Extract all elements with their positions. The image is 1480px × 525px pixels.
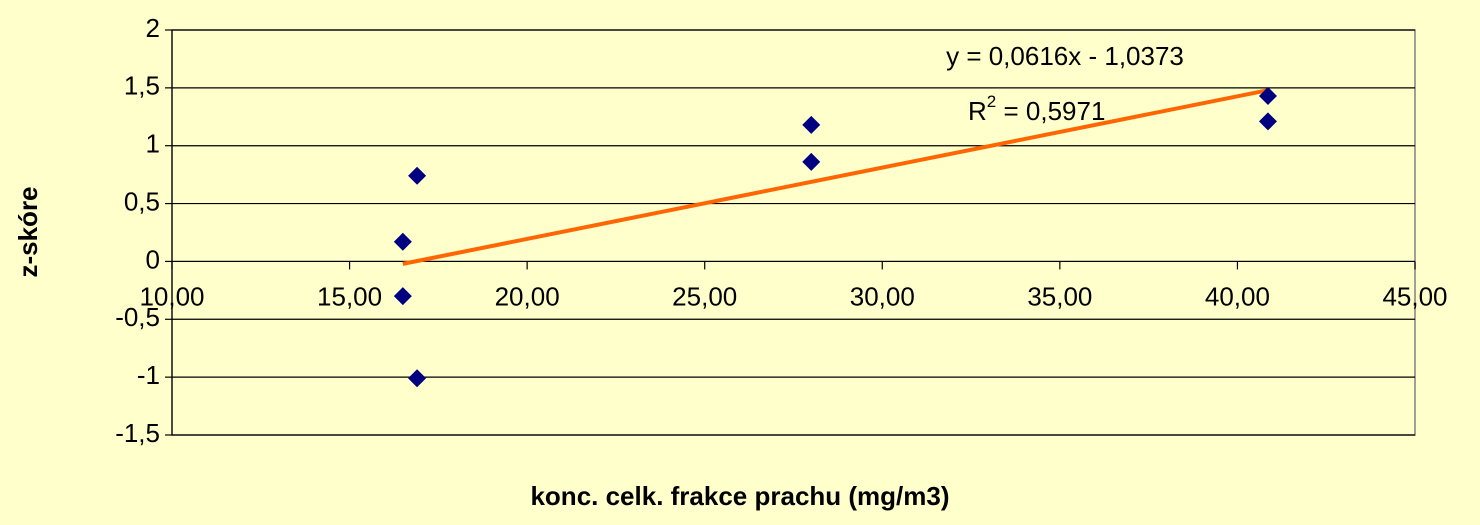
x-axis-title: konc. celk. frakce prachu (mg/m3) [530, 481, 949, 511]
y-tick-label: 0,5 [124, 186, 160, 216]
marker [393, 232, 412, 251]
marker [1258, 86, 1277, 105]
y-tick-label: 0 [146, 244, 160, 274]
r-squared-sup: 2 [987, 92, 996, 111]
plot-area [171, 29, 1416, 436]
x-tick-label: 30,00 [850, 281, 915, 311]
y-tick-label: -1 [137, 360, 160, 390]
r-squared: R2 = 0,5971 [968, 92, 1105, 125]
y-axis-title: z-skóre [13, 186, 43, 277]
r-squared-base: R [968, 96, 987, 126]
y-tick-label: 2 [146, 13, 160, 43]
r-squared-rest: = 0,5971 [996, 96, 1105, 126]
x-tick-label: 20,00 [495, 281, 560, 311]
marker [408, 369, 427, 388]
y-tick-label: 1 [146, 129, 160, 159]
y-tick-label: -1,5 [115, 418, 160, 448]
x-tick-label: 45,00 [1382, 281, 1447, 311]
marker [1258, 112, 1277, 131]
y-tick-label: 1,5 [124, 71, 160, 101]
x-tick-label: 10,00 [139, 281, 204, 311]
marker [408, 166, 427, 185]
x-tick-label: 15,00 [317, 281, 382, 311]
equation: y = 0,0616x - 1,0373 [946, 41, 1184, 71]
trendline [402, 88, 1269, 266]
x-tick-label: 35,00 [1027, 281, 1092, 311]
marker [393, 287, 412, 306]
marker [802, 152, 821, 171]
y-tick-label: -0,5 [115, 302, 160, 332]
x-tick-label: 40,00 [1205, 281, 1270, 311]
x-tick-label: 25,00 [672, 281, 737, 311]
marker [802, 115, 821, 134]
